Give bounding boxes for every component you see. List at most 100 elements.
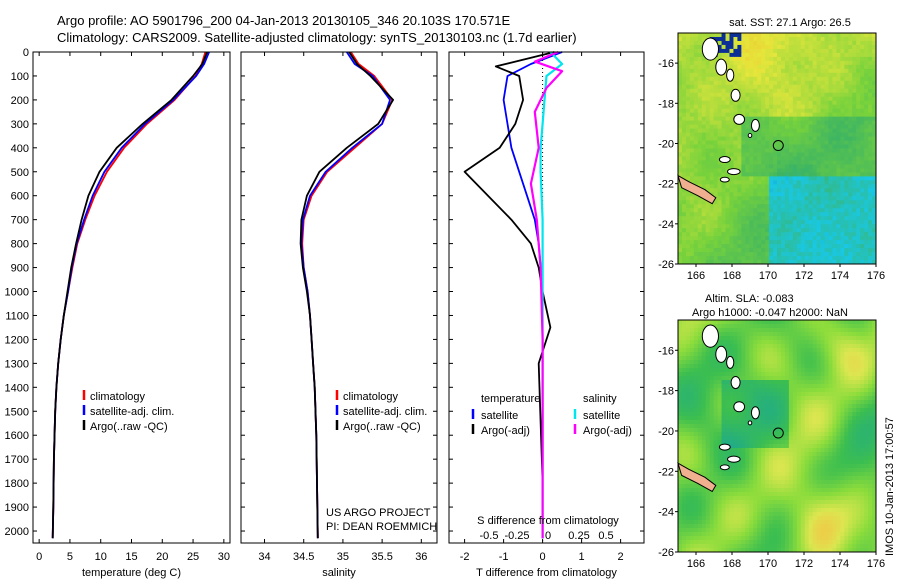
x-tick-label: 34 [258,551,270,563]
s-tick-label: 0 [545,530,551,542]
map-y-tick-label: -16 [658,58,674,70]
y-tick-label: 100 [11,71,29,83]
y-tick-label: 1800 [5,478,29,490]
map-x-tick-label: 172 [795,558,813,570]
series-line-2-0 [502,51,563,539]
legend-title-salinity: salinity [583,393,617,405]
y-tick-label: 500 [11,167,29,179]
coastline-1 [677,324,760,493]
y-tick-label: 700 [11,215,29,227]
x-tick-label: 0 [540,551,546,563]
plot-frame-0 [32,51,231,544]
y-tick-label: 1300 [5,358,29,370]
map-x-tick-label: 176 [867,270,885,282]
x-tick-label: -1 [499,551,509,563]
map-x-tick-label: 168 [723,558,741,570]
y-tick-label: 2000 [5,526,29,538]
series-line-1-2 [299,51,395,539]
map-x-tick-label: 174 [831,558,849,570]
argo-position-marker [772,427,784,439]
y-tick-label: 1000 [5,287,29,299]
y-tick-label: 1200 [5,334,29,346]
x-tick-label: 15 [125,551,137,563]
legend-entry: Argo(-adj) [481,425,530,437]
sla-map-title: Altim. SLA: -0.083 [705,293,794,305]
x-tick-label: 25 [187,551,199,563]
y-tick-label: 1600 [5,430,29,442]
credit-label: IMOS 10-Jan-2013 17:00:57 [884,417,896,556]
x-tick-label: 30 [218,551,230,563]
map-y-tick-label: -18 [658,98,674,110]
x-tick-label: 2 [618,551,624,563]
map-x-tick-label: 170 [759,270,777,282]
legend-entry: Argo(-adj) [583,425,632,437]
s-tick-label: -0.25 [504,530,529,542]
sla-map-subtitle: Argo h1000: -0.047 h2000: NaN [692,307,848,319]
map-y-tick-label: -22 [658,179,674,191]
y-tick-label: 1500 [5,406,29,418]
x-tick-label: 36 [415,551,427,563]
y-tick-label: 200 [11,95,29,107]
x-tick-label: 10 [95,551,107,563]
y-tick-label: 400 [11,143,29,155]
map-y-tick-label: -18 [658,386,674,398]
map-y-tick-label: -22 [658,466,674,478]
map-y-tick-label: -20 [658,426,674,438]
s-difference-label: S difference from climatology [477,515,619,527]
x-axis-label: salinity [322,567,356,579]
pi-annotation: PI: DEAN ROEMMICH [326,521,437,533]
map-y-tick-label: -20 [658,138,674,150]
map-field-1 [678,320,877,553]
map-x-tick-label: 170 [759,558,777,570]
legend-entry: Argo(..raw -QC) [343,421,421,433]
x-axis-label: temperature (deg C) [82,567,181,579]
legend-entry: satellite-adj. clim. [90,406,174,418]
x-tick-label: 1 [579,551,585,563]
x-tick-label: 34.5 [293,551,314,563]
legend-title-temperature: temperature [481,393,540,405]
x-tick-label: 0 [36,551,42,563]
argo-position-marker [772,140,784,152]
y-tick-label: 1100 [5,310,29,322]
legend-entry: Argo(..raw -QC) [90,421,168,433]
map-x-tick-label: 168 [723,270,741,282]
y-tick-label: 900 [11,263,29,275]
y-tick-label: 600 [11,191,29,203]
map-frame-0 [677,32,877,265]
map-y-tick-label: -24 [658,507,674,519]
coastline-0 [677,37,760,205]
x-tick-label: 20 [156,551,168,563]
legend-entry: climatology [90,391,146,403]
y-tick-label: 800 [11,239,29,251]
legend-entry: climatology [343,391,399,403]
legend-entry: satellite-adj. clim. [343,406,427,418]
x-tick-label: -2 [460,551,470,563]
series-line-1-0 [301,51,394,539]
project-annotation: US ARGO PROJECT [326,507,431,519]
map-field-0 [678,33,877,265]
x-tick-label: 5 [67,551,73,563]
legend-entry: satellite [583,410,620,422]
y-tick-label: 1900 [5,502,29,514]
title-line-2: Climatology: CARS2009. Satellite-adjuste… [57,30,577,45]
series-line-2-3 [529,50,564,539]
map-x-tick-label: 172 [795,270,813,282]
map-frame-1 [677,319,877,553]
plot-frame-1 [240,51,438,544]
map-x-tick-label: 174 [831,270,849,282]
s-tick-label: 0.25 [568,530,589,542]
x-tick-label: 35.5 [371,551,392,563]
sst-map-title: sat. SST: 27.1 Argo: 26.5 [729,17,851,29]
series-line-0-0 [51,51,207,539]
series-line-0-2 [51,51,209,539]
title-line-1: Argo profile: AO 5901796_200 04-Jan-2013… [57,13,511,28]
series-line-0-1 [51,51,210,539]
y-tick-label: 1400 [5,382,29,394]
y-tick-label: 1700 [5,454,29,466]
map-y-tick-label: -24 [658,219,674,231]
y-tick-label: 300 [11,119,29,131]
plot-frame-2 [448,51,645,544]
x-tick-label: 35 [337,551,349,563]
s-tick-label: 0.5 [598,530,613,542]
